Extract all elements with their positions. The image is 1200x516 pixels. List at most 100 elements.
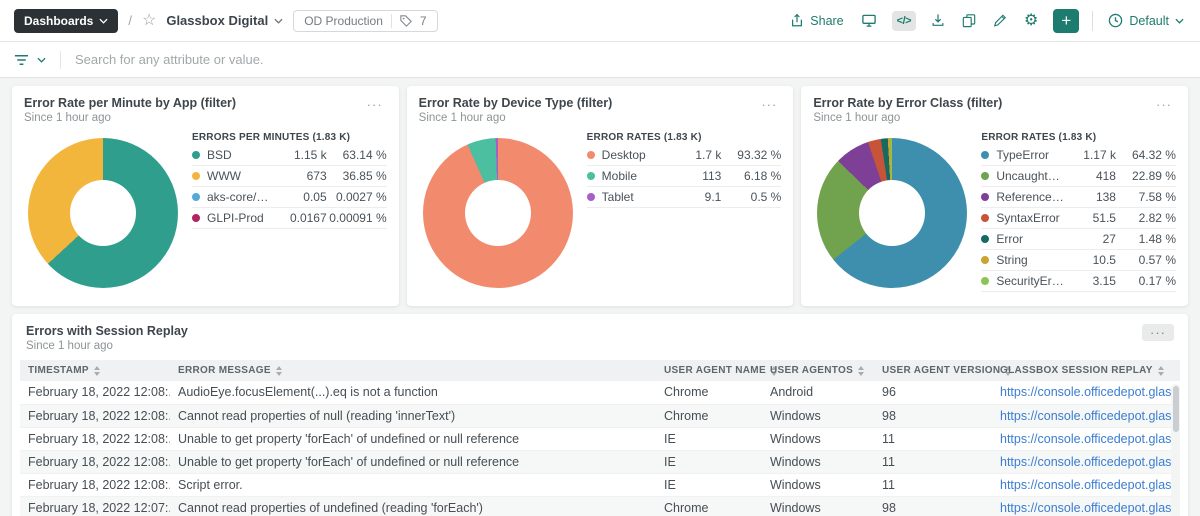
cell-timestamp: February 18, 2022 12:07:... (20, 496, 170, 516)
legend-item[interactable]: UncaughtEx... 418 22.89 % (981, 166, 1176, 187)
column-header-error-message[interactable]: ERROR MESSAGE (170, 360, 656, 381)
cell-session-replay: https://console.officedepot.glassboxc (992, 404, 1180, 428)
donut-chart-by-class[interactable] (817, 138, 968, 288)
filter-dropdown-chevron[interactable] (37, 57, 46, 63)
environment-tag-pill[interactable]: OD Production 7 (293, 9, 438, 32)
series-name: UncaughtEx... (996, 169, 1064, 183)
dashboards-dropdown-label: Dashboards (24, 13, 94, 28)
legend-item[interactable]: GLPI-Prod 0.0167 0.00091 % (192, 208, 387, 229)
cell-timestamp: February 18, 2022 12:08:... (20, 404, 170, 428)
session-replay-link[interactable]: https://console.officedepot.glassboxc (1000, 408, 1180, 423)
table-scrollbar[interactable] (1171, 384, 1180, 516)
legend-item[interactable]: BSD 1.15 k 63.14 % (192, 145, 387, 166)
time-picker-button[interactable]: Default (1106, 11, 1186, 30)
widget-menu-button[interactable]: ··· (757, 96, 781, 113)
series-value: 113 (702, 169, 722, 183)
dashboard-title: Glassbox Digital (166, 13, 269, 28)
dashboards-dropdown-button[interactable]: Dashboards (14, 8, 119, 33)
tag-count: 7 (419, 13, 427, 28)
scrollbar-thumb[interactable] (1172, 386, 1179, 432)
legend-item[interactable]: SecurityError 3.15 0.17 % (981, 271, 1176, 292)
legend-item[interactable]: String 10.5 0.57 % (981, 250, 1176, 271)
series-percent: 64.32 % (1131, 148, 1176, 162)
cell-user-agent-version: 98 (874, 404, 992, 428)
legend-item[interactable]: Mobile 113 6.18 % (586, 166, 782, 187)
code-icon: </> (896, 14, 912, 27)
edit-button[interactable] (991, 11, 1009, 30)
series-value: 1.15 k (293, 148, 327, 162)
widget-menu-button[interactable]: ··· (363, 96, 387, 113)
copy-duplicate-button[interactable] (960, 11, 978, 30)
series-color-dot (192, 172, 200, 180)
cell-timestamp: February 18, 2022 12:08:... (20, 450, 170, 474)
donut-chart-by-device[interactable] (422, 138, 573, 288)
series-color-dot (981, 256, 990, 264)
series-value: 0.0167 (289, 211, 327, 225)
add-widget-button[interactable]: + (1053, 8, 1080, 33)
legend-header: ERROR RATES (1.83 K) (981, 132, 1097, 143)
errors-table-body: February 18, 2022 12:08:... AudioEye.foc… (20, 381, 1180, 516)
series-name: SecurityError (996, 274, 1064, 288)
widget-time-range: Since 1 hour ago (813, 112, 901, 124)
sort-icon (1005, 365, 1012, 376)
filterbar-divider (60, 50, 61, 69)
donut-chart-by-app[interactable] (28, 138, 178, 288)
widget-time-range: Since 1 hour ago (24, 112, 111, 124)
table-row[interactable]: February 18, 2022 12:08:... Unable to ge… (20, 427, 1180, 451)
share-button[interactable]: Share (788, 11, 845, 30)
series-name: WWW (207, 169, 241, 183)
attribute-search-input[interactable] (75, 52, 1186, 67)
legend-item[interactable]: WWW 673 36.85 % (192, 166, 387, 187)
table-row[interactable]: February 18, 2022 12:07:... Cannot read … (20, 496, 1180, 516)
series-percent: 0.57 % (1138, 253, 1176, 267)
session-replay-link[interactable]: https://console.officedepot.glassboxc (1000, 454, 1180, 469)
dashboard-title-dropdown[interactable]: Glassbox Digital (166, 13, 283, 28)
series-color-dot (586, 193, 595, 201)
table-row[interactable]: February 18, 2022 12:08:... Unable to ge… (20, 450, 1180, 474)
column-header-session-replay[interactable]: GLASSBOX SESSION REPLAY (992, 360, 1180, 381)
series-name: GLPI-Prod (207, 211, 264, 225)
cell-session-replay: https://console.officedepot.glassboxc (992, 450, 1180, 474)
legend-header: ERRORS PER MINUTES (1.83 K) (192, 132, 351, 143)
favorite-star-icon[interactable]: ☆ (141, 11, 157, 29)
sort-icon (770, 365, 777, 376)
legend-item[interactable]: Tablet 9.1 0.5 % (586, 187, 782, 208)
export-download-button[interactable] (929, 11, 947, 30)
cell-session-replay: https://console.officedepot.glassboxc (992, 427, 1180, 451)
table-row[interactable]: February 18, 2022 12:08:... AudioEye.foc… (20, 381, 1180, 405)
cell-timestamp: February 18, 2022 12:08:... (20, 381, 170, 405)
series-value: 1.7 k (695, 148, 722, 162)
legend-item[interactable]: aks-core/pr... 0.05 0.0027 % (192, 187, 387, 208)
session-replay-link[interactable]: https://console.officedepot.glassboxc (1000, 500, 1180, 515)
widget-menu-button[interactable]: ··· (1152, 96, 1176, 113)
cell-user-agent-version: 98 (874, 496, 992, 516)
session-replay-link[interactable]: https://console.officedepot.glassboxc (1000, 431, 1180, 446)
legend-item[interactable]: ReferenceEr... 138 7.58 % (981, 187, 1176, 208)
legend-item[interactable]: Error 27 1.48 % (981, 229, 1176, 250)
session-replay-link[interactable]: https://console.officedepot.glassboxc (1000, 385, 1180, 400)
column-header-user-agent-version[interactable]: USER AGENT VERSION (874, 360, 1012, 381)
column-header-user-agent-name[interactable]: USER AGENT NAME (656, 360, 777, 381)
widget-title: Error Rate by Error Class (filter) (813, 96, 1003, 110)
legend-item[interactable]: Desktop 1.7 k 93.32 % (586, 145, 782, 166)
session-replay-link[interactable]: https://console.officedepot.glassboxc (1000, 477, 1180, 492)
legend-list: TypeError 1.17 k 64.32 % UncaughtEx... 4… (981, 145, 1176, 292)
widget-time-range: Since 1 hour ago (418, 112, 506, 124)
legend-item[interactable]: TypeError 1.17 k 64.32 % (981, 145, 1176, 166)
legend-item[interactable]: SyntaxError 51.5 2.82 % (981, 208, 1176, 229)
download-icon (932, 14, 944, 26)
widget-title: Error Rate per Minute by App (filter) (24, 96, 237, 110)
widget-menu-button[interactable]: ··· (1142, 324, 1174, 341)
cell-user-agent-version: 11 (874, 473, 992, 497)
cell-user-agent-name: IE (656, 450, 762, 474)
series-value: 3.15 (1092, 274, 1116, 288)
column-header-timestamp[interactable]: TIMESTAMP (20, 360, 170, 381)
tv-mode-button[interactable] (859, 11, 879, 30)
table-row[interactable]: February 18, 2022 12:08:... Script error… (20, 473, 1180, 497)
view-query-code-button[interactable]: </> (891, 10, 917, 31)
table-row[interactable]: February 18, 2022 12:08:... Cannot read … (20, 404, 1180, 428)
clock-icon (1109, 13, 1123, 28)
column-header-user-agent-os[interactable]: USER AGENTOS (762, 360, 874, 381)
series-percent: 93.32 % (737, 148, 782, 162)
settings-button[interactable]: ⚙ (1022, 11, 1040, 31)
